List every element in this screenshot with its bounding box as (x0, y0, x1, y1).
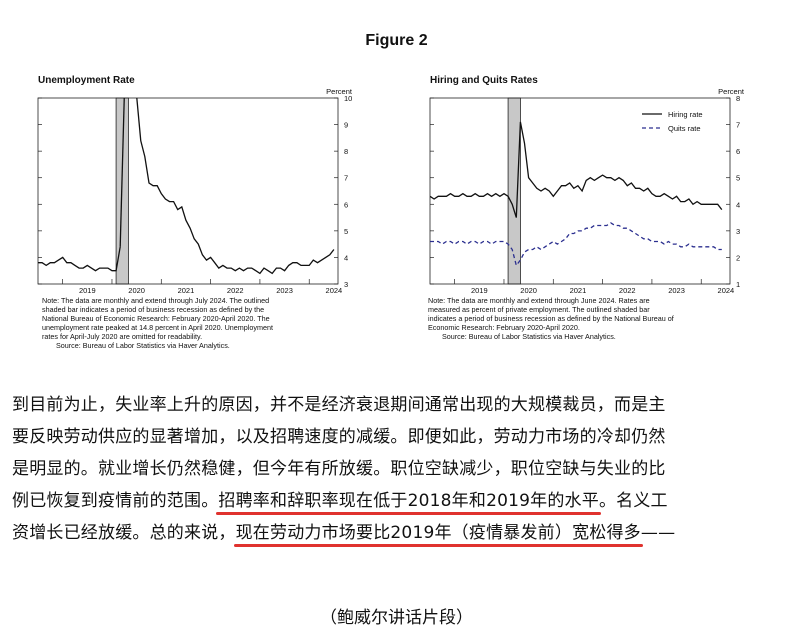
source-label: （鲍威尔讲话片段） (320, 608, 473, 628)
paragraph-text: 例已恢复到疫情前的范围。 (12, 491, 219, 511)
note-line: rates for April-July 2020 are omitted fo… (42, 332, 203, 341)
note-line: Source: Bureau of Labor Statistics via H… (442, 332, 616, 341)
y-tick-label: 7 (344, 174, 348, 183)
series-segment (136, 98, 142, 141)
legend-label: Quits rate (668, 124, 701, 133)
y-axis-label: Percent (326, 87, 353, 96)
y-tick-label: 2 (736, 253, 740, 262)
y-tick-label: 10 (344, 94, 352, 103)
y-tick-label: 6 (736, 147, 740, 156)
y-tick-label: 7 (736, 121, 740, 130)
unemployment-rate-plot: Unemployment Rate Percent 3 4 5 6 7 8 9 10 2019 202… (37, 75, 353, 295)
y-tick-label: 5 (344, 227, 348, 236)
x-tick-label: 2022 (619, 286, 636, 295)
x-tick-label: 2024 (326, 286, 343, 295)
paragraph-text: —— (640, 523, 676, 543)
paragraph-line: 资增长已经放缓。总的来说，现在劳动力市场要比2019年（疫情暴发前）宽松得多—— (12, 517, 787, 549)
y-tick-label: 1 (736, 280, 740, 289)
highlighted-text: 现在劳动力市场要比2019年（疫情暴发前）宽松得多 (235, 523, 641, 543)
note-line: Note: The data are monthly and extend th… (42, 296, 270, 305)
y-tick-label: 6 (344, 200, 348, 209)
note-line: Economic Research: February 2020-April 2… (428, 323, 580, 332)
speech-paragraph: 到目前为止，失业率上升的原因，并不是经济衰退期间通常出现的大规模裁员，而是主 要… (12, 389, 787, 549)
x-tick-label: 2019 (79, 286, 96, 295)
y-tick-label: 5 (736, 174, 740, 183)
x-tick-label: 2024 (718, 286, 735, 295)
y-tick-label: 4 (736, 200, 740, 209)
paragraph-line: 是明显的。就业增长仍然稳健，但今年有所放缓。职位空缺减少，职位空缺与失业的比 (12, 459, 666, 479)
note-line: shaded bar indicates a period of busines… (42, 305, 265, 314)
chart-title: Hiring and Quits Rates (430, 75, 538, 86)
series-line-quits-rate (430, 222, 722, 267)
plot-frame (429, 97, 731, 285)
paragraph-line: 例已恢复到疫情前的范围。招聘率和辞职率现在低于2018年和2019年的水平。名义… (12, 485, 787, 517)
paragraph-text: 。名义工 (598, 491, 668, 511)
y-tick-label: 8 (344, 147, 348, 156)
paragraph-text: 资增长已经放缓。总的来说， (12, 523, 236, 543)
note-line: measured as percent of private employmen… (428, 305, 650, 314)
x-tick-label: 2020 (520, 286, 537, 295)
figure-title: Figure 2 (365, 32, 428, 49)
series-line-hiring-rate (430, 121, 723, 218)
y-tick-label: 3 (344, 280, 348, 289)
note-line: Note: The data are monthly and extend th… (428, 296, 650, 305)
highlighted-text: 招聘率和辞职率现在低于2018年和2019年的水平 (218, 491, 599, 511)
x-tick-label: 2020 (128, 286, 145, 295)
x-tick-label: 2019 (471, 286, 488, 295)
y-tick-label: 4 (344, 253, 348, 262)
note-line: unemployment rate peaked at 14.8 percent… (42, 323, 273, 332)
x-tick-label: 2022 (227, 286, 244, 295)
paragraph-line: 要反映劳动供应的显著增加，以及招聘速度的减缓。即便如此，劳动力市场的冷却仍然 (12, 427, 666, 447)
y-tick-label: 9 (344, 121, 348, 130)
unemployment-rate-chart: Unemployment Rate Percent 3 4 5 6 7 8 9 10 2019 202… (28, 70, 368, 350)
x-tick-label: 2021 (570, 286, 587, 295)
x-tick-label: 2021 (178, 286, 195, 295)
hiring-quits-note: Note: The data are monthly and extend th… (428, 296, 674, 341)
note-line: Source: Bureau of Labor Statistics via H… (56, 341, 230, 350)
paragraph-line: 到目前为止，失业率上升的原因，并不是经济衰退期间通常出现的大规模裁员，而是主 (12, 395, 666, 415)
plot-frame (37, 97, 339, 285)
legend-label: Hiring rate (668, 110, 703, 119)
unemployment-note: Note: The data are monthly and extend th… (42, 296, 273, 350)
hiring-quits-chart: Hiring and Quits Rates Percent 1 2 3 4 5 6 7 8 201… (420, 70, 760, 341)
series-line (38, 140, 335, 275)
y-axis-label: Percent (718, 87, 745, 96)
chart-title: Unemployment Rate (38, 75, 135, 86)
hiring-quits-plot: Hiring and Quits Rates Percent 1 2 3 4 5 6 7 8 201… (429, 75, 745, 295)
series-segment (119, 98, 125, 247)
x-tick-label: 2023 (668, 286, 685, 295)
note-line: National Bureau of Economic Research: Fe… (42, 314, 270, 323)
x-tick-label: 2023 (276, 286, 293, 295)
note-line: indicates a period of business recession… (428, 314, 674, 323)
y-tick-label: 3 (736, 227, 740, 236)
y-tick-label: 8 (736, 94, 740, 103)
